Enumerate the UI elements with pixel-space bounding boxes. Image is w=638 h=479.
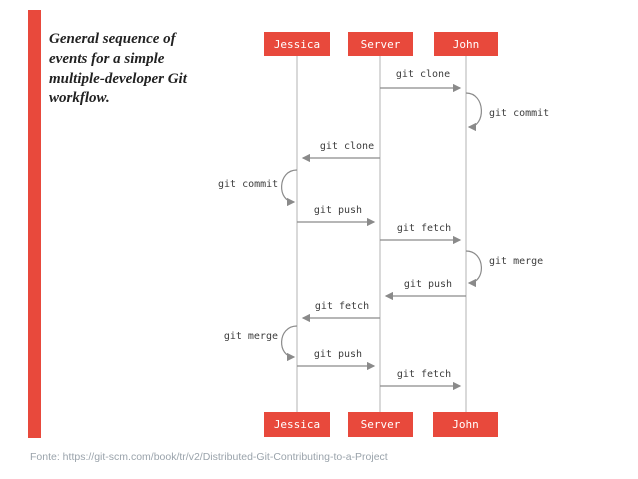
actor-box-server-top: Server	[348, 32, 413, 56]
message-label: git push	[313, 349, 363, 360]
message-label: git fetch	[396, 369, 452, 380]
actor-box-jessica-bottom: Jessica	[264, 412, 330, 437]
message-label: git commit	[489, 108, 550, 119]
message-label: git push	[313, 205, 363, 216]
accent-bar	[28, 10, 41, 438]
message-label: git fetch	[396, 223, 452, 234]
self-loop-jessica-git-commit	[281, 169, 298, 207]
actor-box-john-top: John	[434, 32, 498, 56]
message-label: git merge	[223, 331, 278, 342]
self-loop-john-git-commit	[465, 92, 482, 132]
message-label: git fetch	[314, 301, 370, 312]
message-label: git push	[403, 279, 453, 290]
self-loop-john-git-merge	[465, 250, 482, 288]
message-label: git commit	[218, 179, 279, 190]
source-citation: Fonte: https://git-scm.com/book/tr/v2/Di…	[30, 451, 388, 463]
message-label: git merge	[489, 256, 544, 267]
message-label: git clone	[319, 141, 375, 152]
actor-box-jessica-top: Jessica	[264, 32, 330, 56]
actor-box-server-bottom: Server	[348, 412, 413, 437]
message-label: git clone	[395, 69, 451, 80]
self-loop-jessica-git-merge	[281, 325, 298, 362]
slide-title: General sequence of events for a simple …	[49, 31, 187, 107]
actor-box-john-bottom: John	[433, 412, 498, 437]
